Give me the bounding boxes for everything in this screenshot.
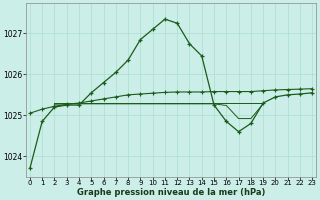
X-axis label: Graphe pression niveau de la mer (hPa): Graphe pression niveau de la mer (hPa) bbox=[77, 188, 265, 197]
